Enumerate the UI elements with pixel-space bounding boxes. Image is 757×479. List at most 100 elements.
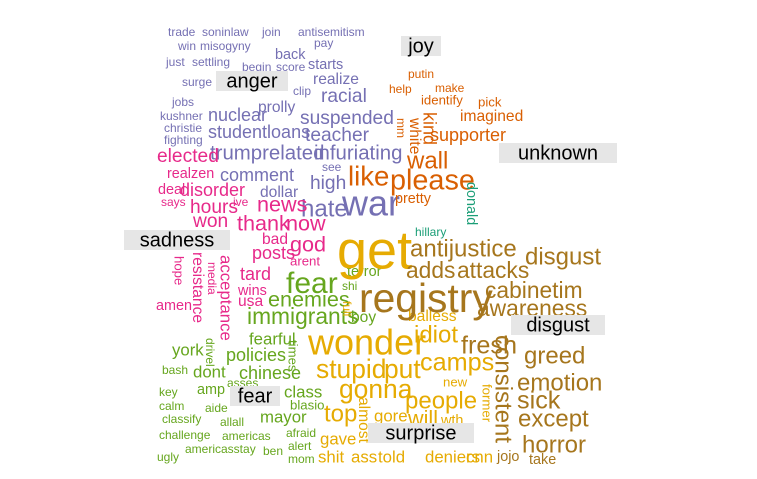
emotion-label-anger: anger	[226, 70, 277, 92]
emotion-label-box-anger	[216, 71, 288, 91]
word-antisemitism: antisemitism	[298, 25, 365, 39]
word-putin: putin	[408, 67, 434, 81]
word-challenge: challenge	[159, 428, 211, 442]
word-deniers: deniers	[425, 447, 480, 466]
word-pick: pick	[478, 94, 502, 109]
word-won: won	[192, 211, 228, 232]
word-blasio: blasio	[290, 397, 324, 412]
word-take: take	[529, 452, 556, 468]
word-americas: americas	[222, 429, 271, 443]
word-chinese: chinese	[239, 363, 301, 383]
word-former: former	[480, 384, 495, 423]
word-americasstay: americasstay	[185, 442, 256, 456]
word-realize: realize	[313, 71, 359, 88]
word-registry: registry	[359, 275, 493, 321]
word-wins: wins	[237, 283, 267, 299]
word-please: please	[390, 165, 475, 197]
word-sick: sick	[517, 387, 561, 415]
word-wall: wall	[406, 147, 448, 174]
emotion-label-fear: fear	[238, 385, 273, 407]
word-misogyny: misogyny	[200, 39, 251, 53]
word-immigrants: immigrants	[247, 303, 358, 329]
word-cabinetim: cabinetim	[485, 277, 583, 303]
word-disorder: disorder	[180, 180, 245, 200]
word-racial: racial	[321, 86, 367, 107]
word-gore: gore	[374, 406, 408, 425]
word-war: war	[341, 183, 400, 224]
word-top: top	[324, 400, 357, 427]
word-begin: begin	[242, 60, 271, 74]
emotion-label-box-disgust	[511, 315, 605, 335]
word-news: news	[257, 192, 308, 217]
word-put: put	[384, 354, 421, 384]
word-deal: deal	[158, 182, 185, 198]
word-attacks: attacks	[457, 257, 529, 283]
word-consistent: consistent	[490, 335, 517, 443]
word-bash: bash	[162, 363, 188, 377]
emotion-labels: anger joy unknown sadness fear surprise disgus…	[124, 35, 617, 444]
word-identify: identify	[421, 92, 463, 107]
word-camps: camps	[420, 349, 494, 377]
word-teacher: teacher	[305, 125, 370, 146]
word-comment: comment	[220, 165, 294, 185]
emotion-label-box-sadness	[124, 230, 230, 250]
word-make: make	[435, 81, 465, 95]
word-except: except	[518, 405, 589, 432]
word-hate: hate	[301, 195, 348, 222]
emotion-label-surprise: surprise	[385, 422, 456, 444]
word-clip: clip	[293, 84, 311, 98]
word-get: get	[337, 220, 412, 280]
word-idiot: idiot	[414, 321, 458, 348]
word-gonna: gonna	[339, 374, 413, 404]
word-horror: horror	[522, 431, 586, 458]
word-thank: thank	[237, 211, 290, 236]
word-mm: mm	[394, 118, 408, 138]
word-dollar: dollar	[260, 184, 298, 201]
word-shi: shi	[342, 279, 357, 293]
word-hillary: hillary	[415, 225, 446, 239]
word-soninlaw: soninlaw	[202, 25, 249, 39]
word-class: class	[284, 382, 322, 401]
word-antijustice: antijustice	[410, 235, 517, 262]
word-kind: kind	[419, 112, 439, 145]
word-enemies: enemies	[268, 287, 350, 312]
word-christie: christie	[164, 121, 202, 135]
word-trumprelated: trumprelated	[210, 142, 324, 164]
word-people: people	[405, 387, 477, 414]
word-usa: usa	[238, 293, 263, 310]
word-settling: settling	[192, 55, 230, 69]
word-high: high	[310, 173, 346, 194]
word-ben: ben	[263, 444, 283, 458]
word-ive: ive	[233, 195, 249, 209]
emotion-label-disgust: disgust	[526, 314, 590, 336]
word-tard: tard	[240, 264, 271, 284]
word-mom: mom	[288, 452, 315, 466]
emotion-label-sadness: sadness	[140, 229, 215, 251]
word-media: media	[205, 262, 219, 295]
word-amen: amen	[156, 298, 192, 314]
word-full: full	[340, 301, 354, 316]
word-acceptance: acceptance	[217, 255, 236, 341]
word-told: told	[378, 447, 405, 466]
word-arent: arent	[290, 253, 320, 268]
word-fearful: fearful	[249, 329, 296, 348]
word-drivel: drivel	[203, 338, 217, 367]
word-wonder: wonder	[307, 322, 426, 363]
emotion-label-box-surprise	[368, 423, 474, 443]
word-resistance: resistance	[189, 252, 206, 323]
word-bad: bad	[262, 231, 288, 248]
word-classify: classify	[162, 412, 201, 426]
word-jobs: jobs	[171, 95, 194, 109]
word-see: see	[322, 160, 342, 174]
word-help: help	[389, 82, 412, 96]
emotion-label-unknown: unknown	[518, 142, 598, 164]
word-dont: dont	[193, 362, 226, 381]
word-adds: adds	[406, 257, 455, 283]
emotion-label-box-unknown	[499, 143, 617, 163]
word-almost: almost	[355, 397, 372, 444]
word-hope: hope	[172, 256, 187, 285]
word-just: just	[165, 55, 185, 69]
word-join: join	[261, 25, 281, 39]
word-now: now	[286, 211, 326, 236]
word-nuclear: nuclear	[208, 105, 267, 125]
